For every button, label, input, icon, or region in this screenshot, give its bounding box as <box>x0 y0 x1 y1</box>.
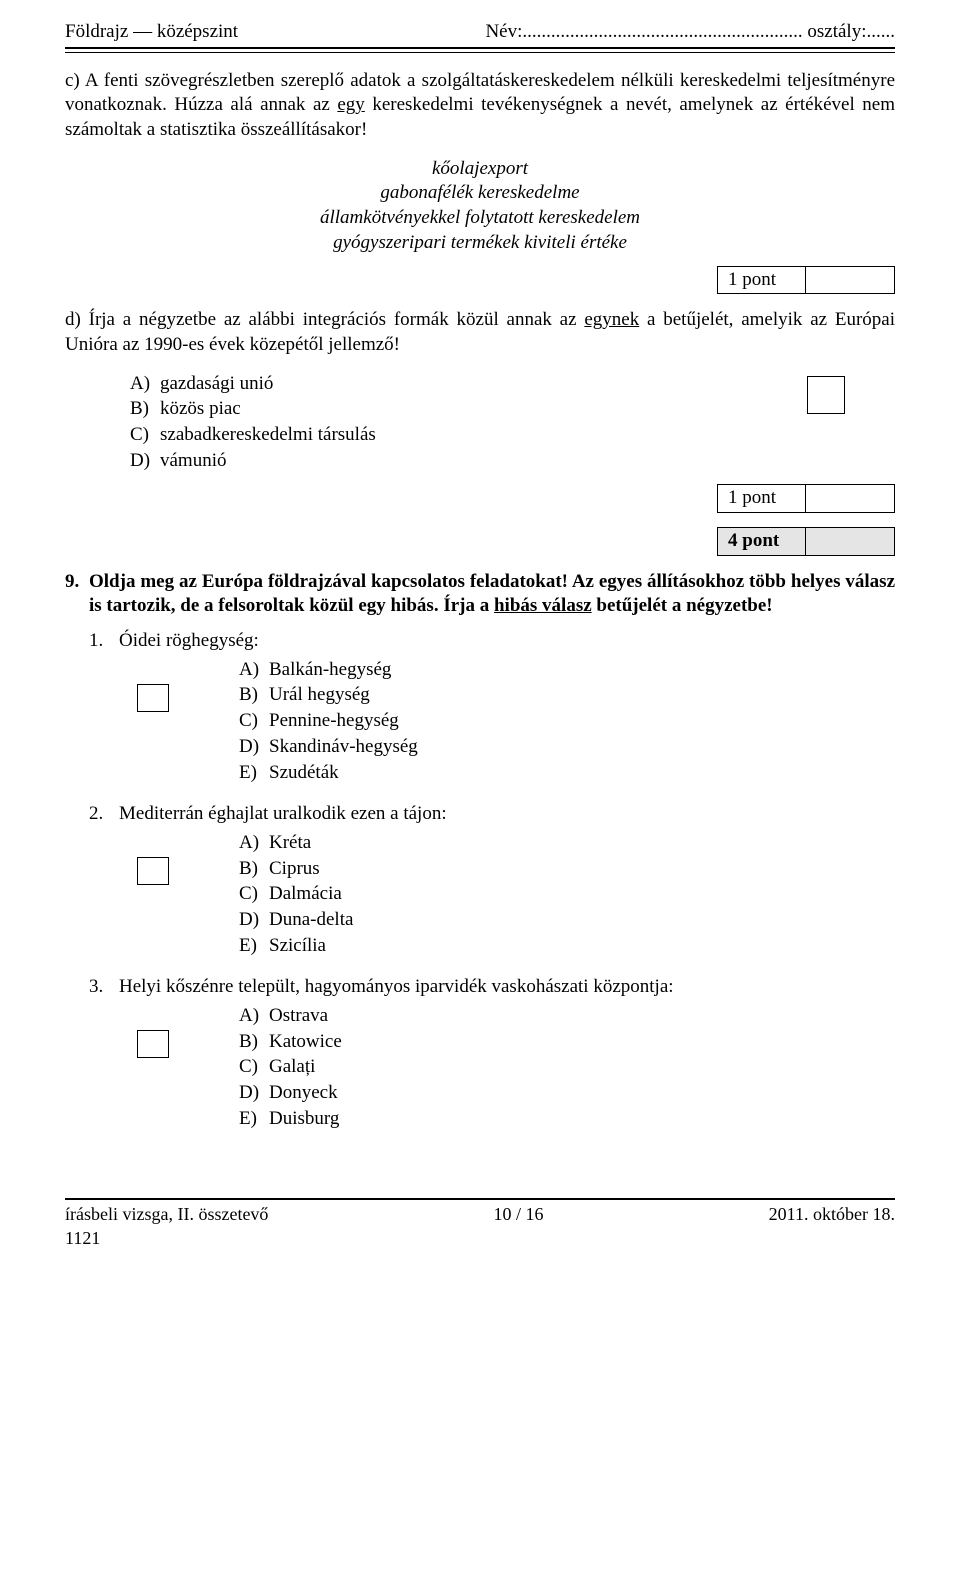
footer-left: írásbeli vizsga, II. összetevő <box>65 1203 268 1226</box>
q9-1-d: D)Skandináv-hegység <box>239 735 418 760</box>
score-total-value[interactable] <box>806 528 894 555</box>
footer-date: 2011. október 18. <box>769 1203 895 1226</box>
q9-2-b: B)Ciprus <box>239 857 353 882</box>
d-option-c: C)szabadkereskedelmi társulás <box>130 423 807 448</box>
d-option-list: A)gazdasági unió B)közös piac C)szabadke… <box>130 372 807 474</box>
q9-3-d: D)Donyeck <box>239 1081 342 1106</box>
q9-3-c: C)Galați <box>239 1055 342 1080</box>
q9-3-options: A)Ostrava B)Katowice C)Galați D)Donyeck … <box>239 1004 342 1132</box>
score-d-label: 1 pont <box>718 485 806 512</box>
q9-1-e: E)Szudéták <box>239 761 418 786</box>
q9-2-options: A)Kréta B)Ciprus C)Dalmácia D)Duna-delta… <box>239 831 353 959</box>
q9-1-answer-box[interactable] <box>137 684 169 712</box>
d-option-d: D)vámunió <box>130 449 807 474</box>
page-footer: írásbeli vizsga, II. összetevő 10 / 16 2… <box>65 1203 895 1226</box>
question-c: c) A fenti szövegrészletben szereplő ada… <box>65 69 895 143</box>
c-option-2: gabonafélék kereskedelme <box>65 181 895 206</box>
score-c-label: 1 pont <box>718 267 806 294</box>
q9-3-answer-box[interactable] <box>137 1030 169 1058</box>
q9-2-a: A)Kréta <box>239 831 353 856</box>
q9-3-b: B)Katowice <box>239 1030 342 1055</box>
question-d-body: A)gazdasági unió B)közös piac C)szabadke… <box>110 372 895 475</box>
c-option-4: gyógyszeripari termékek kiviteli értéke <box>65 231 895 256</box>
q9-item-2: 2.Mediterrán éghajlat uralkodik ezen a t… <box>89 802 895 959</box>
question-9: 9. Oldja meg az Európa földrajzával kapc… <box>65 570 895 619</box>
q9-item-1: 1.Óidei röghegység: A)Balkán-hegység B)U… <box>89 629 895 786</box>
header-name-field: Név:....................................… <box>485 20 895 45</box>
q9-1-a: A)Balkán-hegység <box>239 658 418 683</box>
q9-2-d: D)Duna-delta <box>239 908 353 933</box>
score-c-value[interactable] <box>806 267 894 294</box>
q9-2-c: C)Dalmácia <box>239 882 353 907</box>
q9-1-b: B)Urál hegység <box>239 683 418 708</box>
score-d-value[interactable] <box>806 485 894 512</box>
q9-2-answer-box[interactable] <box>137 857 169 885</box>
footer-code: 1121 <box>65 1227 895 1250</box>
q9-1-c: C)Pennine-hegység <box>239 709 418 734</box>
header-subject: Földrajz — középszint <box>65 20 238 45</box>
score-total-row: 4 pont <box>65 527 895 556</box>
score-d-row: 1 pont <box>65 484 895 513</box>
score-total-label: 4 pont <box>718 528 806 555</box>
q9-3-a: A)Ostrava <box>239 1004 342 1029</box>
footer-page: 10 / 16 <box>494 1203 544 1226</box>
d-option-b: B)közös piac <box>130 397 807 422</box>
score-c-row: 1 pont <box>65 266 895 295</box>
q9-3-e: E)Duisburg <box>239 1107 342 1132</box>
page-header: Földrajz — középszint Név:..............… <box>65 20 895 45</box>
header-rule <box>65 47 895 53</box>
q9-item-3: 3.Helyi kőszénre települt, hagyományos i… <box>89 975 895 1132</box>
question-d-label: d) <box>65 309 81 330</box>
d-answer-box[interactable] <box>807 376 845 414</box>
d-option-a: A)gazdasági unió <box>130 372 807 397</box>
c-option-1: kőolajexport <box>65 157 895 182</box>
q9-1-options: A)Balkán-hegység B)Urál hegység C)Pennin… <box>239 658 418 786</box>
c-option-3: államkötvényekkel folytatott kereskedele… <box>65 206 895 231</box>
q9-2-e: E)Szicília <box>239 934 353 959</box>
question-c-label: c) <box>65 70 80 91</box>
q9-number: 9. <box>65 570 89 595</box>
question-d: d) Írja a négyzetbe az alábbi integráció… <box>65 308 895 357</box>
footer-rule <box>65 1198 895 1200</box>
